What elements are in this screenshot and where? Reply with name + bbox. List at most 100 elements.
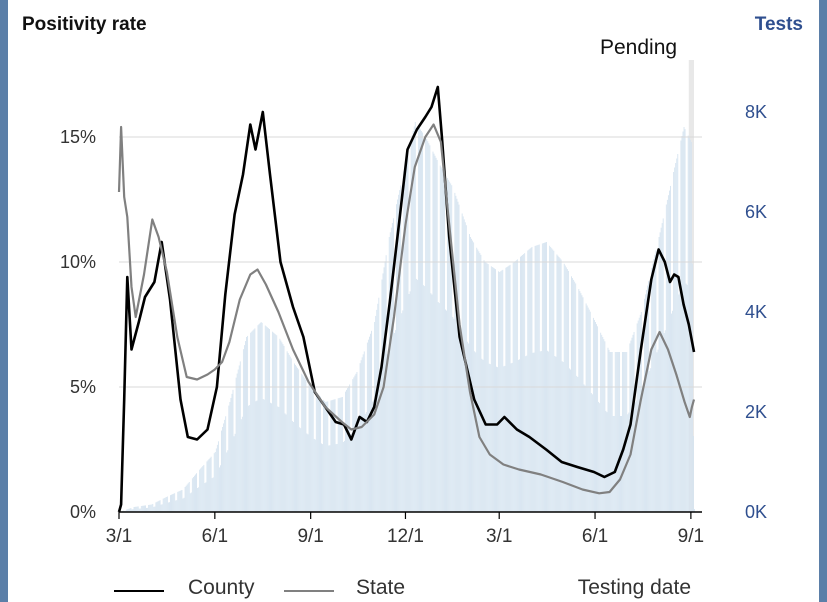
tests-bar — [300, 428, 301, 512]
tests-bar — [428, 143, 429, 512]
tests-bar — [209, 459, 210, 512]
tests-bar — [232, 394, 233, 512]
tests-bar — [167, 497, 168, 512]
tests-bar — [582, 295, 583, 512]
tests-bar — [592, 394, 593, 512]
x-tick-label: 9/1 — [678, 526, 704, 547]
tests-bar — [398, 195, 399, 512]
tests-bar — [198, 487, 199, 512]
tests-bar — [155, 502, 156, 512]
tests-bar — [587, 306, 588, 512]
tests-bar — [501, 271, 502, 512]
tests-bar — [658, 350, 659, 512]
tests-bar — [494, 268, 495, 512]
tests-bar — [458, 202, 459, 512]
tests-bar — [476, 248, 477, 512]
tests-bar — [496, 367, 497, 512]
tests-bar — [479, 253, 480, 512]
tests-bar — [441, 167, 442, 512]
tests-bar — [497, 367, 498, 512]
tests-bar — [613, 416, 614, 512]
tests-bar — [308, 434, 309, 512]
tests-bar — [224, 420, 225, 512]
tests-bar — [220, 465, 221, 512]
tests-bar — [307, 433, 308, 512]
tests-bar — [145, 505, 146, 512]
tests-bar — [546, 242, 547, 512]
legend-state-label: State — [356, 576, 405, 600]
tests-bar — [573, 280, 574, 512]
tests-bar — [271, 403, 272, 512]
tests-bar — [571, 276, 572, 512]
tests-bar — [522, 255, 523, 512]
tests-bar — [212, 478, 213, 512]
tests-bar — [460, 329, 461, 512]
tests-bar — [560, 258, 561, 512]
tests-bar — [538, 245, 539, 512]
tests-bar — [691, 142, 692, 512]
tests-bar — [315, 440, 316, 512]
tests-bar — [619, 352, 620, 512]
tests-bar — [542, 243, 543, 512]
tests-bar — [554, 356, 555, 512]
tests-bar — [244, 345, 245, 512]
tests-bar — [303, 377, 304, 512]
tests-bar — [682, 136, 683, 512]
tests-bar — [199, 470, 200, 512]
tests-bar — [347, 388, 348, 512]
tests-bar — [235, 434, 236, 512]
tests-bar — [459, 205, 460, 512]
tests-bar — [162, 504, 163, 512]
tests-bar — [470, 237, 471, 512]
tests-bar — [651, 268, 652, 512]
tests-bar — [214, 453, 215, 512]
tests-bar — [392, 223, 393, 512]
tests-bar — [371, 331, 372, 512]
tests-bar — [597, 326, 598, 512]
tests-bar — [195, 475, 196, 513]
tests-bar — [233, 390, 234, 512]
tests-bar — [177, 492, 178, 512]
tests-bar — [226, 452, 227, 512]
tests-bar — [202, 466, 203, 512]
tests-bar — [679, 292, 680, 512]
tests-bar — [421, 131, 422, 512]
tests-bar — [561, 260, 562, 513]
tests-bar — [182, 490, 183, 512]
tests-bar — [321, 443, 322, 512]
tests-bar — [311, 387, 312, 512]
tests-bar — [505, 268, 506, 512]
tests-bar — [275, 334, 276, 512]
tests-bar — [435, 156, 436, 512]
tests-bar — [261, 322, 262, 512]
tests-bar — [238, 370, 239, 513]
tests-bar — [451, 185, 452, 512]
tests-bar — [170, 495, 171, 512]
tests-bar — [565, 266, 566, 512]
tests-bar — [354, 376, 355, 512]
tests-bar — [586, 303, 587, 512]
tests-bar — [262, 323, 263, 512]
tests-bar — [274, 333, 275, 512]
tests-bar — [137, 507, 138, 512]
tests-bar — [567, 269, 568, 512]
tests-bar — [316, 392, 317, 512]
tests-bar — [355, 374, 356, 512]
tests-bar — [216, 448, 217, 512]
tests-bar — [364, 351, 365, 512]
tests-bar — [369, 337, 370, 512]
legend-county-label: County — [188, 576, 255, 600]
legend: County State Testing date — [8, 574, 819, 602]
tests-bar — [692, 264, 693, 512]
tests-bar — [365, 414, 366, 512]
tests-bar — [549, 246, 550, 512]
tests-bar — [179, 491, 180, 512]
tests-bar — [548, 352, 549, 513]
tests-bar — [197, 488, 198, 512]
tests-bar — [670, 186, 671, 512]
tests-bar — [164, 498, 165, 512]
tests-bar — [519, 359, 520, 512]
tests-bar — [246, 337, 247, 512]
tests-bar — [559, 257, 560, 512]
tests-bar — [574, 282, 575, 512]
